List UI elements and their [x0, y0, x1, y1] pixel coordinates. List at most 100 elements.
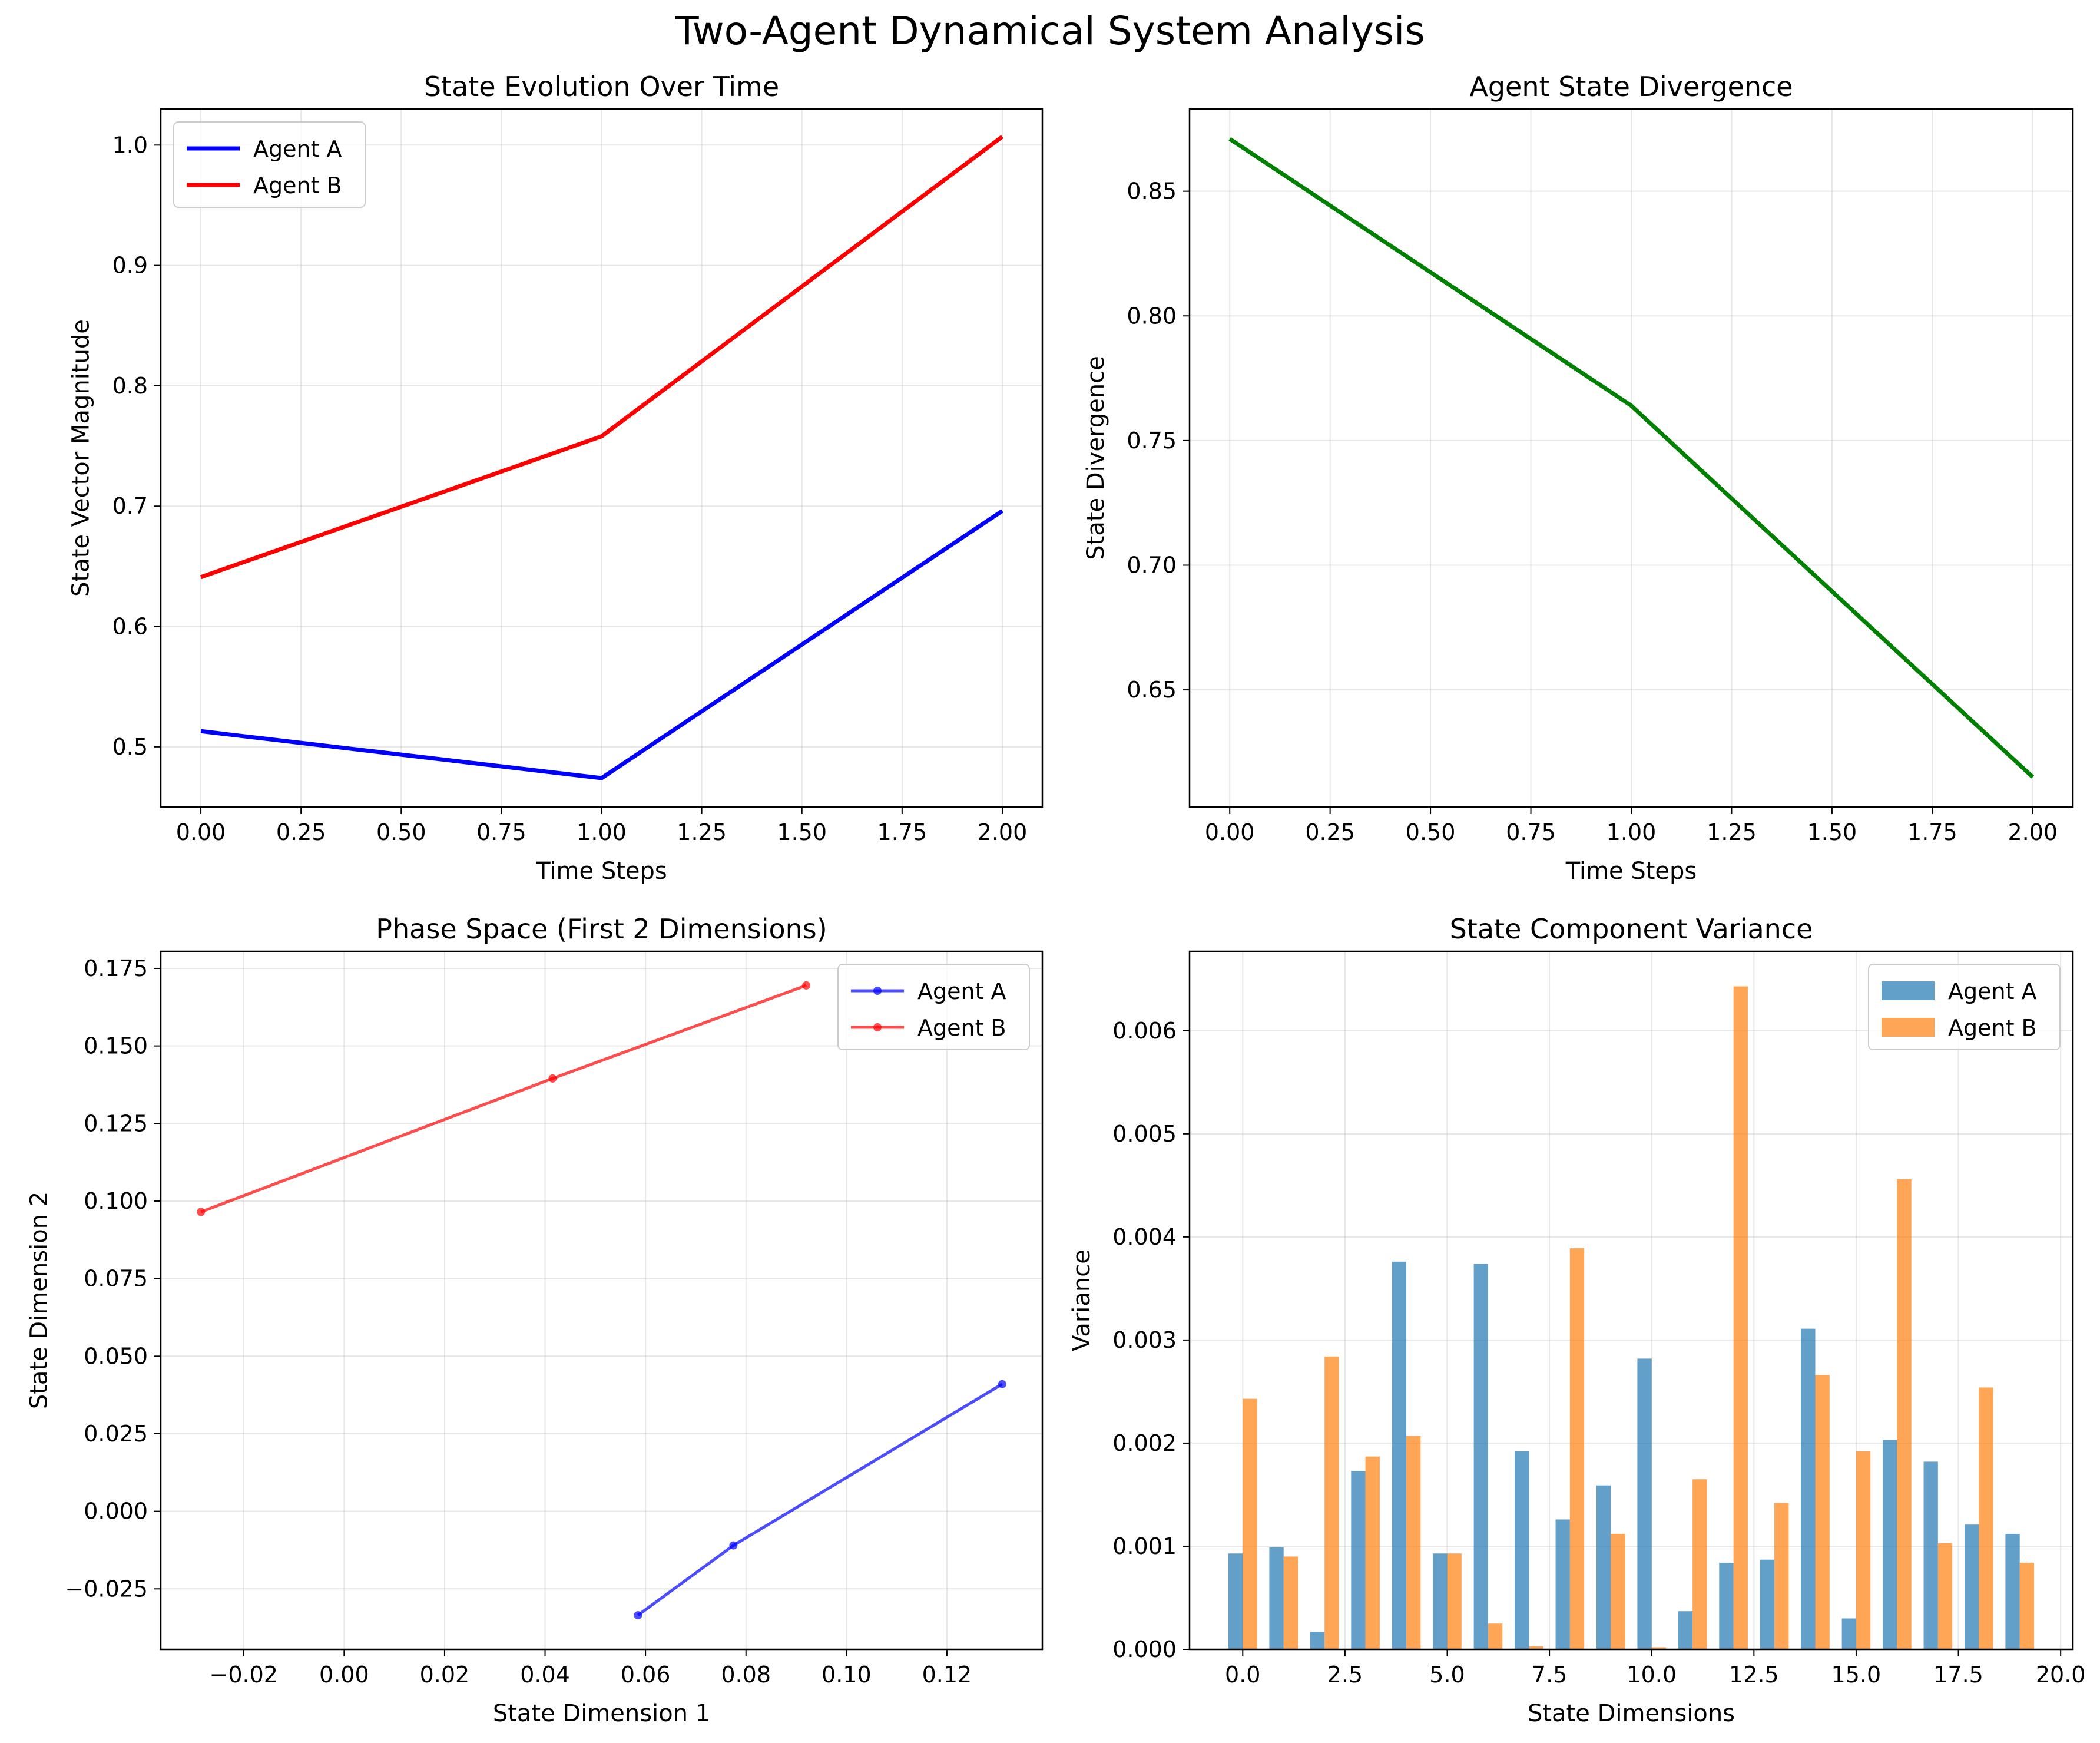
y-tick-label: 0.7 — [112, 493, 148, 519]
legend-label: Agent A — [253, 136, 342, 162]
line-agent-b — [200, 135, 1004, 580]
bar-agent-a — [1678, 1611, 1693, 1649]
bar-agent-a — [1637, 1358, 1652, 1649]
bar-agent-a — [1923, 1461, 1938, 1649]
panel-component-variance: State Component Variance State Dimensions… — [1068, 913, 2085, 1727]
bar-agent-b — [1651, 1647, 1667, 1649]
x-tick-label: 1.00 — [577, 819, 627, 845]
x-tick-label: 17.5 — [1933, 1662, 1983, 1688]
y-tick-label: 0.075 — [84, 1266, 148, 1292]
panel-phase-space: Phase Space (First 2 Dimensions) State Di… — [26, 913, 1044, 1727]
bar-agent-b — [1324, 1356, 1339, 1649]
bar-agent-a — [1883, 1440, 1897, 1649]
y-tick-label: 0.175 — [84, 955, 148, 981]
bar-agent-a — [1964, 1524, 1979, 1649]
y-tick-label: 0.000 — [84, 1499, 148, 1524]
x-tick-label: 12.5 — [1729, 1662, 1779, 1688]
bar-agent-a — [1392, 1261, 1407, 1649]
x-tick-label: −0.02 — [210, 1662, 278, 1688]
x-tick-label: 0.50 — [1406, 819, 1456, 845]
bar-agent-b — [1447, 1553, 1462, 1649]
bar-agent-b — [1937, 1543, 1953, 1649]
x-tick-label: 0.12 — [922, 1662, 972, 1688]
x-tick-label: 0.02 — [420, 1662, 470, 1688]
y-axis-label: State Vector Magnitude — [67, 319, 94, 597]
y-tick-label: 0.006 — [1112, 1018, 1177, 1044]
x-tick-label: 7.5 — [1532, 1662, 1567, 1688]
y-tick-label: −0.025 — [65, 1576, 148, 1602]
x-tick-label: 1.00 — [1607, 819, 1657, 845]
point-agent-b — [802, 981, 811, 990]
bar-agent-a — [1596, 1485, 1611, 1649]
x-tick-label: 1.75 — [1907, 819, 1957, 845]
y-tick-label: 0.70 — [1127, 552, 1177, 578]
bar-agent-b — [2019, 1562, 2035, 1649]
panel-title: Phase Space (First 2 Dimensions) — [376, 913, 827, 945]
bar-agent-b — [1283, 1556, 1299, 1649]
plot-frame — [1188, 108, 2074, 808]
x-tick-label: 0.75 — [476, 819, 526, 845]
x-tick-label: 0.04 — [520, 1662, 570, 1688]
bar-agent-a — [1515, 1451, 1529, 1649]
x-tick-label: 0.10 — [822, 1662, 872, 1688]
y-tick-label: 0.80 — [1127, 303, 1177, 329]
bar-agent-b — [1488, 1623, 1503, 1649]
y-tick-label: 0.150 — [84, 1033, 148, 1059]
x-tick-label: 0.25 — [1305, 819, 1355, 845]
bar-agent-a — [1433, 1553, 1448, 1649]
y-tick-label: 0.125 — [84, 1110, 148, 1136]
bar-agent-b — [1529, 1646, 1543, 1649]
y-tick-label: 0.050 — [84, 1343, 148, 1369]
x-tick-label: 2.5 — [1327, 1662, 1363, 1688]
bar-agent-a — [1310, 1632, 1325, 1649]
point-agent-a — [729, 1541, 738, 1550]
point-agent-a — [998, 1380, 1006, 1388]
bar-agent-b — [1815, 1375, 1830, 1649]
x-tick-label: 0.00 — [176, 819, 226, 845]
bar-agent-b — [1569, 1248, 1585, 1649]
x-tick-label: 2.00 — [978, 819, 1028, 845]
y-axis-label: State Divergence — [1082, 356, 1109, 560]
y-tick-label: 0.002 — [1112, 1430, 1177, 1456]
legend: Agent A Agent B — [837, 964, 1030, 1050]
y-tick-label: 0.85 — [1127, 178, 1177, 204]
y-tick-label: 0.003 — [1112, 1327, 1177, 1353]
point-agent-b — [548, 1074, 557, 1083]
bar-agent-b — [1692, 1479, 1707, 1649]
line-series — [1228, 137, 2035, 779]
line-agent-b — [200, 984, 807, 1213]
bar-agent-b — [1733, 986, 1748, 1649]
legend: Agent A Agent B — [1868, 964, 2061, 1050]
point-agent-b — [197, 1208, 206, 1216]
panel-title: State Component Variance — [1450, 913, 1813, 945]
y-tick-label: 0.025 — [84, 1421, 148, 1447]
y-tick-label: 0.004 — [1112, 1224, 1177, 1250]
x-tick-label: 1.75 — [877, 819, 928, 845]
y-tick-label: 0.100 — [84, 1188, 148, 1214]
x-tick-label: 1.50 — [1807, 819, 1857, 845]
bar-agent-b — [1611, 1533, 1625, 1649]
bar-agent-a — [1269, 1547, 1284, 1649]
x-tick-label: 0.0 — [1225, 1662, 1260, 1688]
bar-agent-b — [1243, 1398, 1257, 1649]
y-tick-label: 0.75 — [1127, 428, 1177, 454]
figure-title: Two-Agent Dynamical System Analysis — [674, 8, 1425, 54]
bar-agent-a — [1555, 1519, 1570, 1649]
line-agent-a — [200, 509, 1003, 780]
x-tick-label: 15.0 — [1831, 1662, 1882, 1688]
bar-agent-b — [1979, 1387, 1993, 1649]
x-tick-label: 0.75 — [1506, 819, 1556, 845]
x-tick-label: 1.50 — [777, 819, 827, 845]
x-tick-label: 2.00 — [2008, 819, 2058, 845]
legend-marker — [873, 1023, 882, 1031]
bar-agent-b — [1774, 1503, 1789, 1649]
bar-agent-b — [1406, 1436, 1421, 1649]
plot-frame — [160, 108, 1044, 808]
x-tick-label: 1.25 — [677, 819, 727, 845]
y-tick-label: 0.65 — [1127, 677, 1177, 703]
y-axis-label: Variance — [1068, 1249, 1095, 1351]
x-tick-label: 20.0 — [2036, 1662, 2086, 1688]
y-axis-label: State Dimension 2 — [26, 1192, 53, 1409]
legend-marker — [873, 987, 882, 995]
